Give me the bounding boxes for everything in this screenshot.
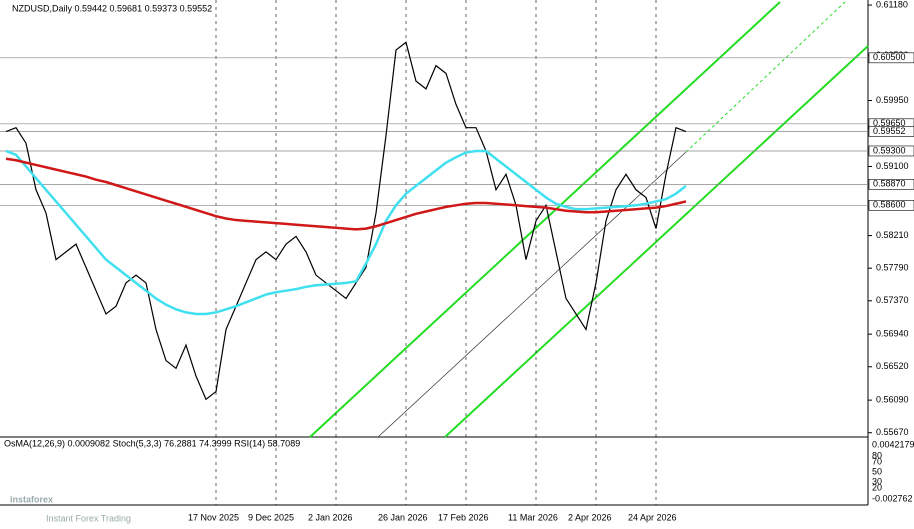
logo-tagline: Instant Forex Trading (46, 513, 131, 523)
channel-line (309, 1, 781, 438)
level-label: 0.60500 (873, 52, 906, 62)
channel-mid (377, 151, 687, 438)
indicator-label: 30 (872, 476, 882, 486)
x-tick-label: 11 Mar 2026 (508, 512, 558, 522)
indicator-label: 50 (872, 466, 882, 476)
indicator-label: 20 (872, 482, 882, 492)
y-tick-label: 0.55670 (876, 427, 909, 437)
indicator-label: 0.0042179 (872, 439, 914, 449)
y-tick-label: 0.56520 (876, 361, 909, 371)
y-tick-label: 0.57790 (876, 263, 909, 273)
level-label: 0.59552 (873, 126, 906, 136)
channel-line (444, 45, 869, 438)
indicator-label: 70 (872, 456, 882, 466)
y-tick-label: 0.56090 (876, 395, 909, 405)
logo: instaforex (10, 494, 53, 504)
y-tick-label: 0.57370 (876, 295, 909, 305)
level-box (868, 200, 914, 211)
x-tick-label: 2 Jan 2026 (308, 512, 353, 522)
level-box (868, 179, 914, 190)
x-tick-label: 17 Feb 2026 (438, 512, 489, 522)
level-box (868, 145, 914, 157)
level-box (868, 52, 914, 64)
series-line (5, 41, 687, 401)
level-label: 0.58600 (873, 200, 906, 210)
y-tick-label: 0.59950 (876, 95, 909, 105)
indicator-label: -0.002762 (872, 493, 913, 503)
channel-extension (685, 1, 846, 153)
y-tick-label: 0.56940 (876, 329, 909, 339)
y-tick-label: 0.59100 (876, 161, 909, 171)
level-label: 0.58870 (873, 179, 906, 189)
series-line (5, 149, 687, 316)
x-tick-label: 17 Nov 2025 (188, 512, 239, 522)
x-tick-label: 24 Apr 2026 (628, 512, 677, 522)
indicator-label: 80 (872, 450, 882, 460)
y-tick-label: 0.61180 (876, 0, 908, 9)
series-line (5, 157, 687, 231)
x-tick-label: 2 Apr 2026 (568, 512, 612, 522)
level-label: 0.59300 (873, 145, 906, 155)
chart-title: NZDUSD,Daily 0.59442 0.59681 0.59373 0.5… (12, 3, 212, 13)
indicator-title: OsMA(12,26,9) 0.0009082 Stoch(5,3,3) 76.… (4, 438, 300, 448)
level-box (868, 126, 914, 137)
x-tick-label: 26 Jan 2026 (378, 512, 428, 522)
x-tick-label: 9 Dec 2025 (248, 512, 294, 522)
y-tick-label: 0.58210 (876, 230, 909, 240)
level-label: 0.59650 (873, 118, 906, 128)
